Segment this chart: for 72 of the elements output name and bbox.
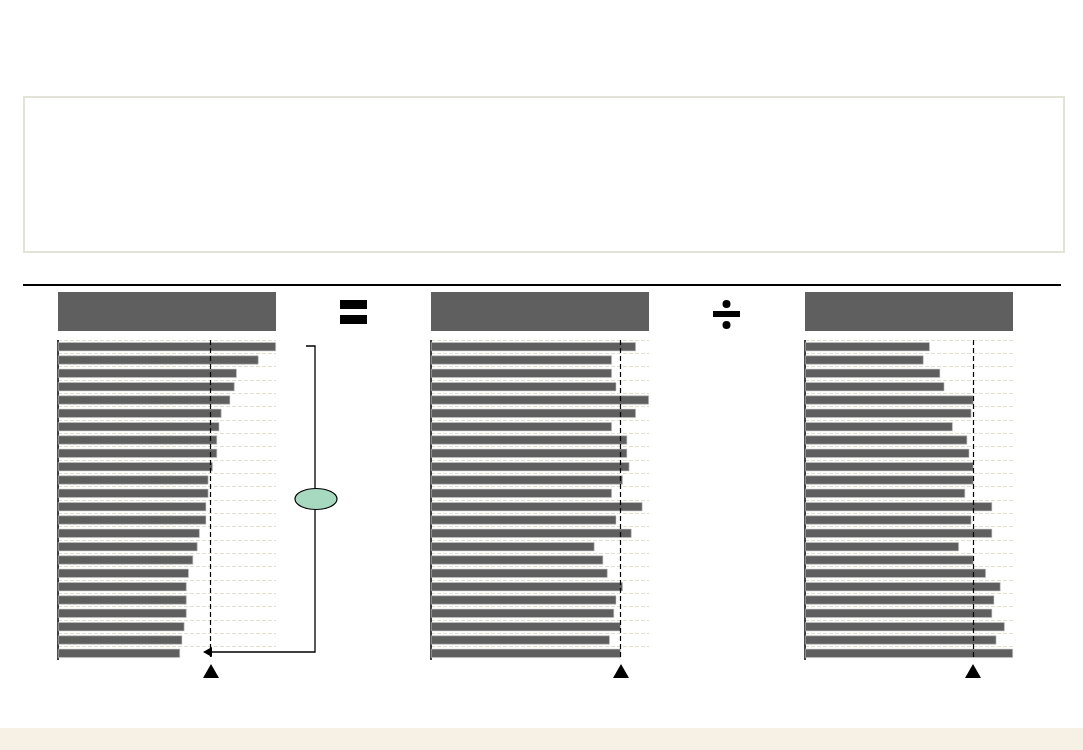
bar <box>805 622 1005 632</box>
bar <box>431 355 612 365</box>
bar <box>431 622 621 632</box>
bar <box>805 382 945 392</box>
bar <box>431 555 604 565</box>
bar <box>58 608 187 618</box>
bar <box>805 395 974 405</box>
bar <box>805 435 968 445</box>
bar <box>805 648 1013 658</box>
bar <box>431 382 617 392</box>
bar <box>805 555 974 565</box>
bar <box>805 355 924 365</box>
bar <box>431 502 643 512</box>
bar <box>58 622 185 632</box>
bar <box>431 568 608 578</box>
bar <box>805 528 993 538</box>
bar <box>431 462 630 472</box>
bar <box>58 635 183 645</box>
bar <box>58 648 181 658</box>
bar <box>431 488 612 498</box>
bar <box>805 462 974 472</box>
bar <box>431 528 632 538</box>
bar <box>58 355 259 365</box>
bar <box>431 542 595 552</box>
bar <box>58 475 209 485</box>
bar <box>805 608 993 618</box>
bar <box>431 342 636 352</box>
bar <box>431 408 636 418</box>
bar <box>805 448 970 458</box>
bar <box>431 448 628 458</box>
bar <box>58 515 207 525</box>
bar <box>58 542 198 552</box>
bar <box>58 502 207 512</box>
bar <box>58 395 231 405</box>
bar <box>431 515 617 525</box>
bar <box>58 422 220 432</box>
bar <box>431 395 649 405</box>
bar <box>431 368 612 378</box>
bar <box>431 608 615 618</box>
bar <box>58 568 189 578</box>
bar <box>58 435 218 445</box>
bar <box>805 368 941 378</box>
bar <box>58 528 200 538</box>
bar <box>805 475 974 485</box>
bar <box>58 382 235 392</box>
bar <box>58 448 218 458</box>
bar <box>805 488 966 498</box>
bar <box>805 595 995 605</box>
bar <box>58 488 209 498</box>
bar <box>58 408 222 418</box>
bar <box>431 475 623 485</box>
bar <box>805 542 959 552</box>
bar <box>805 515 972 525</box>
bar <box>805 635 997 645</box>
bar <box>431 582 623 592</box>
bar <box>805 408 972 418</box>
bar <box>58 342 276 352</box>
bar <box>58 368 237 378</box>
bar <box>431 635 610 645</box>
bar <box>431 435 628 445</box>
bar <box>58 582 187 592</box>
bar <box>431 595 617 605</box>
bar <box>805 582 1001 592</box>
bar <box>58 462 213 472</box>
bar <box>805 422 953 432</box>
bar <box>805 568 986 578</box>
bar <box>58 595 187 605</box>
bar <box>431 648 621 658</box>
bar <box>805 342 930 352</box>
bar <box>58 555 194 565</box>
bar <box>431 422 612 432</box>
bar <box>805 502 993 512</box>
